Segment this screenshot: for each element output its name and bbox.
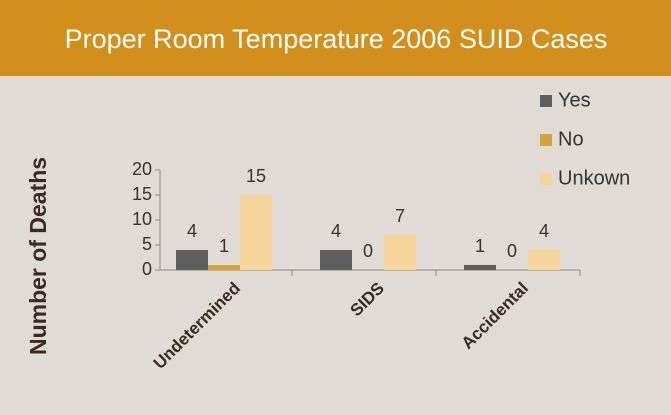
data-label: 7 bbox=[395, 206, 405, 226]
bar bbox=[384, 235, 416, 270]
bar bbox=[208, 265, 240, 270]
data-label: 0 bbox=[507, 241, 517, 261]
legend-label: Yes bbox=[558, 89, 591, 111]
data-label: 1 bbox=[219, 236, 229, 256]
legend-swatch bbox=[540, 95, 552, 107]
legend-label: No bbox=[558, 128, 584, 150]
data-label: 4 bbox=[187, 221, 197, 241]
legend-label: Unkown bbox=[558, 167, 630, 189]
y-tick-label: 10 bbox=[132, 209, 152, 229]
chart-title: Proper Room Temperature 2006 SUID Cases bbox=[65, 24, 608, 54]
bar bbox=[464, 265, 496, 270]
bar bbox=[176, 250, 208, 270]
data-label: 15 bbox=[246, 166, 266, 186]
bar bbox=[320, 250, 352, 270]
y-tick-label: 0 bbox=[142, 259, 152, 279]
data-label: 1 bbox=[475, 236, 485, 256]
header-bar bbox=[0, 0, 671, 76]
legend-swatch bbox=[540, 134, 552, 146]
data-label: 0 bbox=[363, 241, 373, 261]
data-label: 4 bbox=[539, 221, 549, 241]
bar bbox=[528, 250, 560, 270]
data-label: 4 bbox=[331, 221, 341, 241]
y-tick-label: 15 bbox=[132, 184, 152, 204]
legend-swatch bbox=[540, 173, 552, 185]
y-tick-label: 20 bbox=[132, 159, 152, 179]
y-tick-label: 5 bbox=[142, 234, 152, 254]
y-axis-label: Number of Deaths bbox=[25, 157, 51, 355]
bar bbox=[240, 195, 272, 270]
